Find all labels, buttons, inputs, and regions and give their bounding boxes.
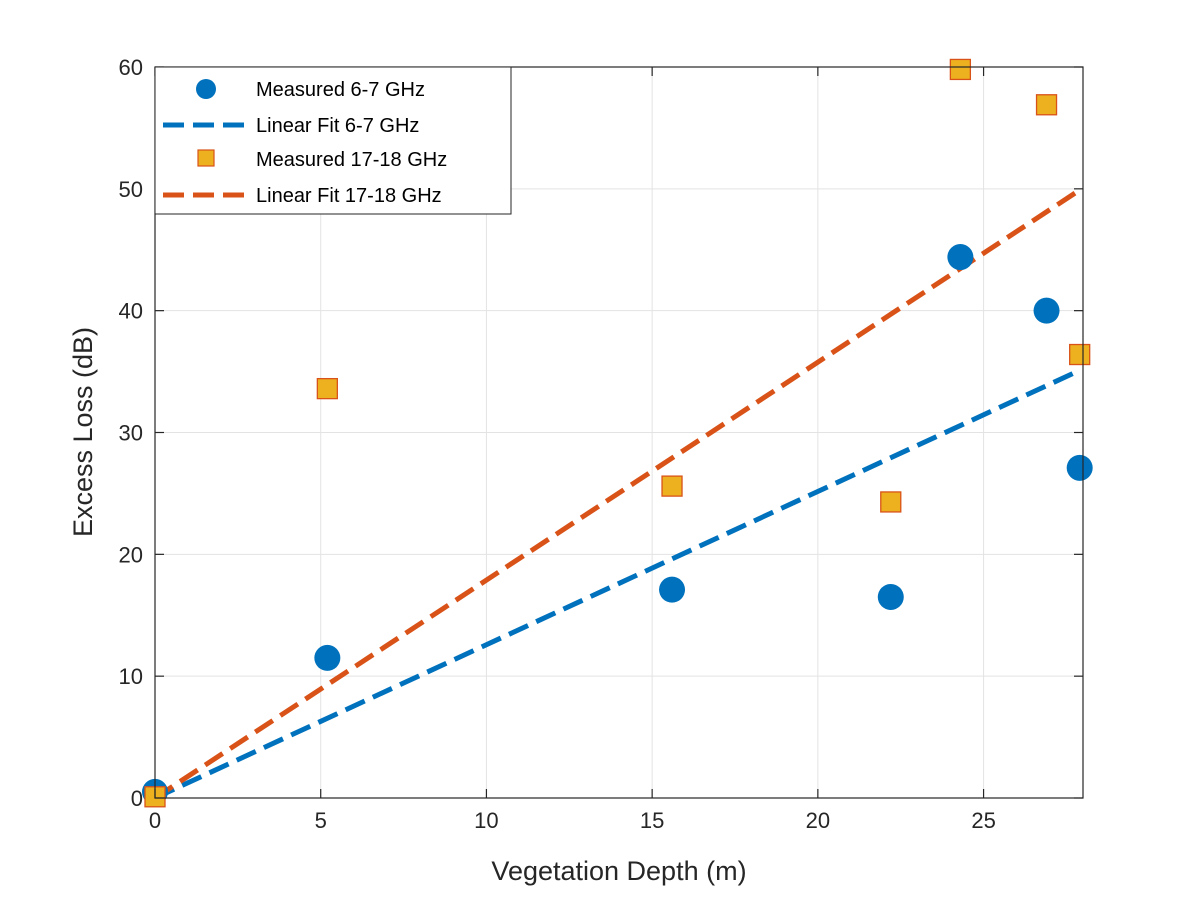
y-axis-label: Excess Loss (dB) xyxy=(68,327,98,537)
legend: Measured 6-7 GHz Linear Fit 6-7 GHz Meas… xyxy=(154,66,512,215)
x-tick-label-15: 15 xyxy=(640,808,664,833)
legend-marker-square xyxy=(197,149,215,167)
legend-label-measured-17-18: Measured 17-18 GHz xyxy=(256,149,447,171)
legend-entry-linear-fit-6-7: Linear Fit 6-7 GHz xyxy=(163,115,419,137)
series-0-point-5 xyxy=(1033,297,1060,324)
series-2-point-3 xyxy=(880,491,902,513)
tick-labels: 0 5 10 15 20 25 0 10 20 30 40 50 60 xyxy=(119,55,996,833)
y-tick-label-30: 30 xyxy=(119,421,143,446)
series-0-point-4 xyxy=(947,244,974,271)
series-2-point-6 xyxy=(1069,343,1091,366)
legend-entry-linear-fit-17-18: Linear Fit 17-18 GHz xyxy=(163,185,442,207)
series-0-point-3 xyxy=(877,583,904,610)
legend-label-linear-fit-6-7: Linear Fit 6-7 GHz xyxy=(256,115,419,137)
series-1-fit-line xyxy=(153,368,1081,801)
series-2-point-5 xyxy=(1035,94,1058,116)
legend-label-linear-fit-17-18: Linear Fit 17-18 GHz xyxy=(256,185,442,207)
x-tick-label-20: 20 xyxy=(806,808,830,833)
series-2-point-4 xyxy=(949,58,972,81)
series-0-point-6 xyxy=(1066,454,1093,481)
y-tick-label-50: 50 xyxy=(119,177,143,202)
y-tick-label-60: 60 xyxy=(119,55,143,80)
x-tick-label-25: 25 xyxy=(971,808,995,833)
ticks xyxy=(154,66,1083,799)
x-tick-label-10: 10 xyxy=(474,808,498,833)
legend-entry-measured-17-18: Measured 17-18 GHz xyxy=(197,149,447,171)
y-tick-label-20: 20 xyxy=(119,542,143,567)
x-tick-label-5: 5 xyxy=(315,808,327,833)
y-tick-label-40: 40 xyxy=(119,299,143,324)
legend-marker-circle xyxy=(196,79,216,99)
x-axis-label: Vegetation Depth (m) xyxy=(491,856,746,886)
legend-label-measured-6-7: Measured 6-7 GHz xyxy=(256,79,425,101)
y-tick-label-0: 0 xyxy=(131,786,143,811)
series-0-point-2 xyxy=(659,576,686,603)
legend-entry-measured-6-7: Measured 6-7 GHz xyxy=(196,79,425,101)
series-0-point-1 xyxy=(314,644,341,671)
y-tick-label-10: 10 xyxy=(119,664,143,689)
series-lines xyxy=(153,187,1082,801)
x-tick-label-0: 0 xyxy=(149,808,161,833)
series-3-fit-line xyxy=(153,187,1082,801)
series-2-point-2 xyxy=(661,475,683,497)
series-2-point-1 xyxy=(316,377,338,400)
